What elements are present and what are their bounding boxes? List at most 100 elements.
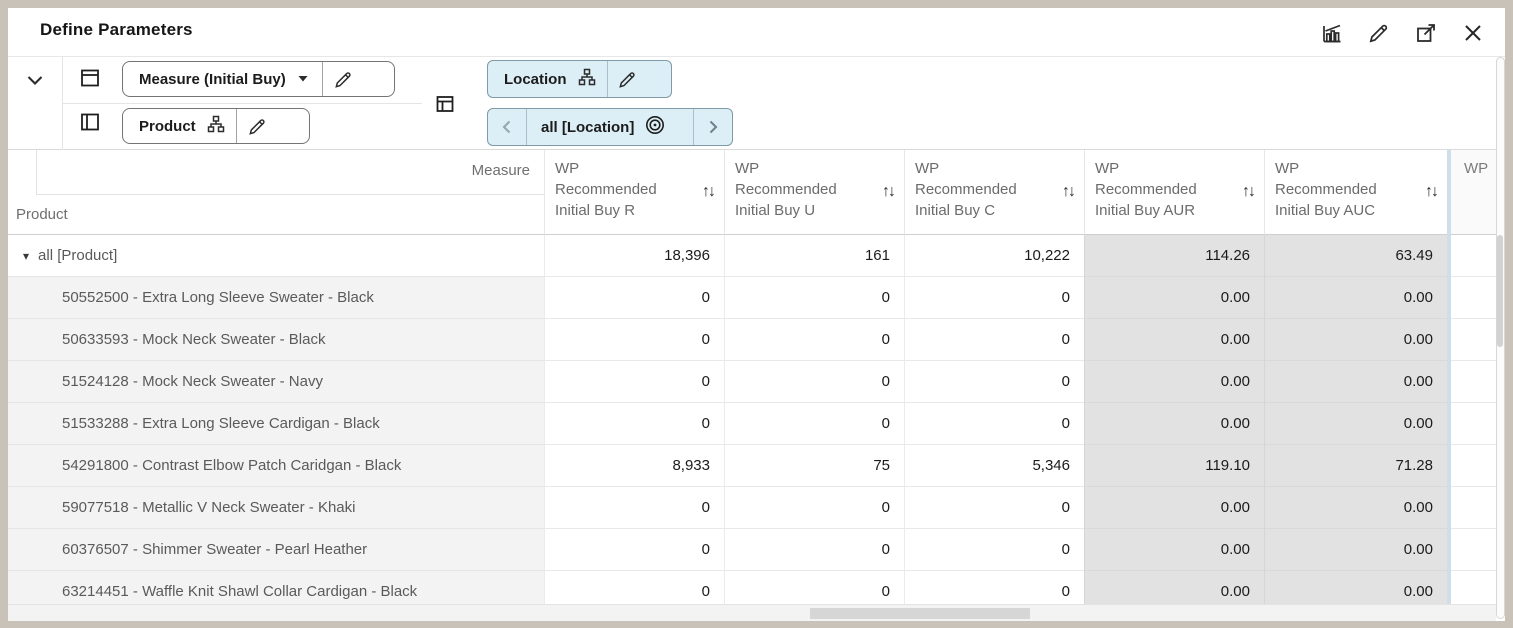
button-divider bbox=[693, 109, 694, 145]
sort-icon[interactable]: ↑↓ bbox=[1242, 183, 1256, 200]
next-page-icon[interactable] bbox=[694, 109, 732, 145]
location-page-selector: all [Location] bbox=[487, 108, 733, 146]
edit-icon[interactable] bbox=[1367, 21, 1391, 45]
button-divider bbox=[606, 61, 608, 97]
row-label: 50633593 - Mock Neck Sweater - Black bbox=[62, 331, 326, 348]
row-label-cell[interactable]: 51533288 - Extra Long Sleeve Cardigan - … bbox=[8, 403, 544, 445]
cell[interactable]: 161 bbox=[724, 235, 904, 277]
title-bar: Define Parameters bbox=[8, 8, 1505, 57]
cell[interactable]: 0 bbox=[544, 403, 724, 445]
overflow-cell bbox=[1451, 445, 1496, 487]
cell[interactable]: 0 bbox=[904, 571, 1084, 604]
row-label-cell[interactable]: 59077518 - Metallic V Neck Sweater - Kha… bbox=[8, 487, 544, 529]
readonly-cell: 0.00 bbox=[1084, 319, 1264, 361]
cell[interactable]: 0 bbox=[724, 277, 904, 319]
cell[interactable]: 0 bbox=[904, 319, 1084, 361]
cell[interactable]: 0 bbox=[544, 277, 724, 319]
chart-view-icon[interactable] bbox=[1320, 21, 1344, 45]
cell[interactable]: 75 bbox=[724, 445, 904, 487]
cell[interactable]: 0 bbox=[904, 277, 1084, 319]
location-dimension-label: Location bbox=[504, 70, 567, 88]
table-row: 59077518 - Metallic V Neck Sweater - Kha… bbox=[8, 487, 1496, 529]
collapse-panel-icon[interactable] bbox=[23, 68, 47, 92]
cell[interactable]: 0 bbox=[544, 571, 724, 604]
location-dimension-tile[interactable]: Location bbox=[487, 60, 672, 98]
overflow-cell bbox=[1451, 319, 1496, 361]
overflow-cell bbox=[1451, 235, 1496, 277]
horizontal-scrollbar[interactable] bbox=[8, 604, 1496, 621]
sort-icon[interactable]: ↑↓ bbox=[702, 183, 716, 200]
readonly-cell: 0.00 bbox=[1264, 361, 1447, 403]
overflow-cell bbox=[1451, 529, 1496, 571]
measure-axis-label: Measure bbox=[471, 162, 530, 179]
hierarchy-icon[interactable] bbox=[577, 67, 597, 92]
cell[interactable]: 0 bbox=[544, 487, 724, 529]
sort-icon[interactable]: ↑↓ bbox=[882, 183, 896, 200]
button-divider bbox=[235, 109, 237, 143]
edit-location-icon[interactable] bbox=[608, 61, 648, 97]
column-header: WP Recommended Initial Buy C ↑↓ bbox=[904, 150, 1084, 235]
row-label-cell[interactable]: 63214451 - Waffle Knit Shawl Collar Card… bbox=[8, 571, 544, 604]
target-scope-icon[interactable] bbox=[644, 114, 666, 141]
row-label-cell[interactable]: 54291800 - Contrast Elbow Patch Caridgan… bbox=[8, 445, 544, 487]
vertical-scrollbar-thumb[interactable] bbox=[1497, 235, 1503, 347]
measure-dimension-button[interactable]: Measure (Initial Buy) bbox=[122, 61, 395, 97]
define-parameters-window: Define Parameters bbox=[8, 8, 1505, 621]
cell[interactable]: 0 bbox=[724, 529, 904, 571]
cell[interactable]: 18,396 bbox=[544, 235, 724, 277]
cell[interactable]: 0 bbox=[904, 403, 1084, 445]
cell[interactable]: 5,346 bbox=[904, 445, 1084, 487]
row-label: 51524128 - Mock Neck Sweater - Navy bbox=[62, 373, 323, 390]
cell[interactable]: 8,933 bbox=[544, 445, 724, 487]
readonly-cell: 114.26 bbox=[1084, 235, 1264, 277]
readonly-cell: 0.00 bbox=[1084, 277, 1264, 319]
horizontal-scrollbar-thumb[interactable] bbox=[810, 608, 1030, 619]
sort-icon[interactable]: ↑↓ bbox=[1062, 183, 1076, 200]
overflow-cell bbox=[1451, 361, 1496, 403]
row-label-cell[interactable]: 60376507 - Shimmer Sweater - Pearl Heath… bbox=[8, 529, 544, 571]
expand-triangle-icon[interactable]: ▾ bbox=[23, 248, 30, 263]
row-label-cell[interactable]: ▾ all [Product] bbox=[8, 235, 544, 277]
cell[interactable]: 0 bbox=[904, 529, 1084, 571]
current-page[interactable]: all [Location] bbox=[527, 113, 693, 141]
product-dimension-button[interactable]: Product bbox=[122, 108, 310, 144]
cell[interactable]: 0 bbox=[544, 319, 724, 361]
readonly-cell: 0.00 bbox=[1264, 277, 1447, 319]
close-icon[interactable] bbox=[1461, 21, 1485, 45]
edit-measure-icon[interactable] bbox=[323, 62, 365, 96]
expand-icon[interactable] bbox=[1414, 21, 1438, 45]
column-header-label: WP Recommended Initial Buy C bbox=[915, 160, 1017, 219]
cell[interactable]: 0 bbox=[724, 571, 904, 604]
column-header: WP Recommended Initial Buy AUR ↑↓ bbox=[1084, 150, 1264, 235]
caret-down-icon[interactable] bbox=[294, 69, 312, 92]
table-row: 51524128 - Mock Neck Sweater - Navy 0 0 … bbox=[8, 361, 1496, 403]
row-label-cell[interactable]: 51524128 - Mock Neck Sweater - Navy bbox=[8, 361, 544, 403]
cell[interactable]: 0 bbox=[724, 403, 904, 445]
sort-icon[interactable]: ↑↓ bbox=[1425, 183, 1439, 200]
table-row: 50633593 - Mock Neck Sweater - Black 0 0… bbox=[8, 319, 1496, 361]
cell[interactable]: 0 bbox=[724, 319, 904, 361]
readonly-cell: 0.00 bbox=[1264, 529, 1447, 571]
cell[interactable]: 0 bbox=[904, 361, 1084, 403]
column-header-label: WP Recommended Initial Buy AUR bbox=[1095, 160, 1197, 219]
readonly-cell: 0.00 bbox=[1084, 529, 1264, 571]
row-label-cell[interactable]: 50552500 - Extra Long Sleeve Sweater - B… bbox=[8, 277, 544, 319]
cell[interactable]: 0 bbox=[544, 529, 724, 571]
grid-corner: Measure Product bbox=[8, 150, 544, 235]
overflow-cell bbox=[1451, 571, 1496, 604]
row-label: all [Product] bbox=[38, 247, 118, 264]
cell[interactable]: 0 bbox=[544, 361, 724, 403]
readonly-cell: 0.00 bbox=[1264, 319, 1447, 361]
hierarchy-icon[interactable] bbox=[206, 114, 226, 139]
product-axis-label: Product bbox=[16, 206, 68, 223]
frozen-pane-divider bbox=[1447, 150, 1451, 604]
edit-product-icon[interactable] bbox=[237, 109, 279, 143]
cell[interactable]: 0 bbox=[724, 487, 904, 529]
readonly-cell: 0.00 bbox=[1084, 403, 1264, 445]
row-label-cell[interactable]: 50633593 - Mock Neck Sweater - Black bbox=[8, 319, 544, 361]
cell[interactable]: 0 bbox=[904, 487, 1084, 529]
cell[interactable]: 10,222 bbox=[904, 235, 1084, 277]
previous-page-icon[interactable] bbox=[488, 109, 526, 145]
cell[interactable]: 0 bbox=[724, 361, 904, 403]
table-row: ▾ all [Product] 18,396 161 10,222 114.26… bbox=[8, 235, 1496, 277]
